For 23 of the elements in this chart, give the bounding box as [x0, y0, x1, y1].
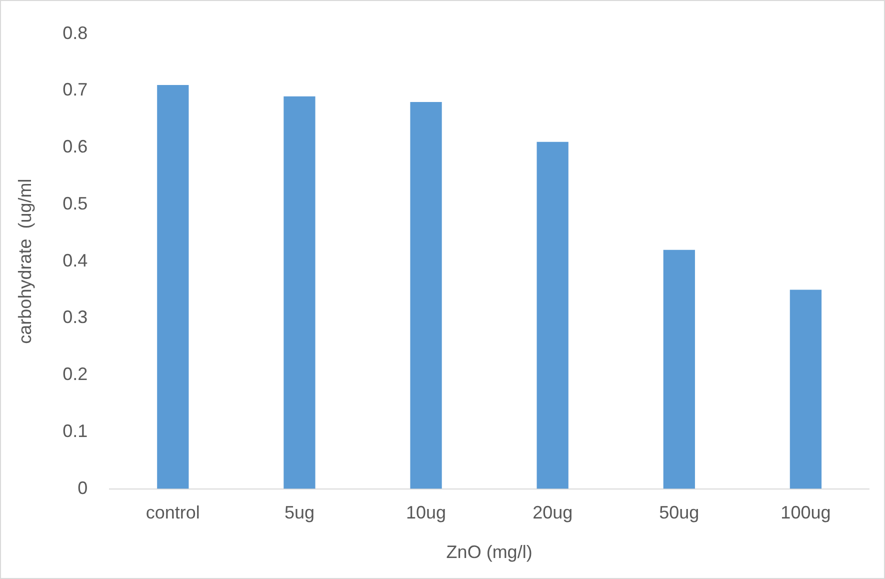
x-tick-label: 100ug: [780, 502, 831, 523]
y-tick-label: 0.6: [62, 136, 88, 157]
x-tick-label: 5ug: [284, 502, 314, 523]
x-axis-title: ZnO (mg/l): [446, 542, 532, 562]
y-tick-label: 0.5: [62, 193, 88, 214]
y-tick-label: 0.4: [62, 250, 88, 270]
y-tick-label: 0.2: [62, 364, 88, 384]
x-tick-label: 20ug: [532, 502, 573, 523]
y-axis-title: carbohydrate (ug/ml: [14, 178, 35, 344]
x-tick-label: 10ug: [406, 502, 446, 523]
bar: [536, 142, 568, 489]
y-tick-label: 0.8: [62, 22, 88, 43]
x-tick-label: 50ug: [659, 502, 700, 523]
bar: [410, 102, 442, 489]
bar: [157, 84, 189, 489]
y-tick-label: 0.1: [62, 420, 88, 441]
y-tick-label: 0.7: [62, 80, 88, 100]
y-tick-label: 0: [78, 478, 88, 498]
x-tick-label: control: [146, 502, 200, 523]
y-tick-label: 0.3: [62, 307, 88, 328]
bar: [663, 250, 695, 489]
bar: [284, 96, 316, 489]
bar: [790, 290, 822, 489]
